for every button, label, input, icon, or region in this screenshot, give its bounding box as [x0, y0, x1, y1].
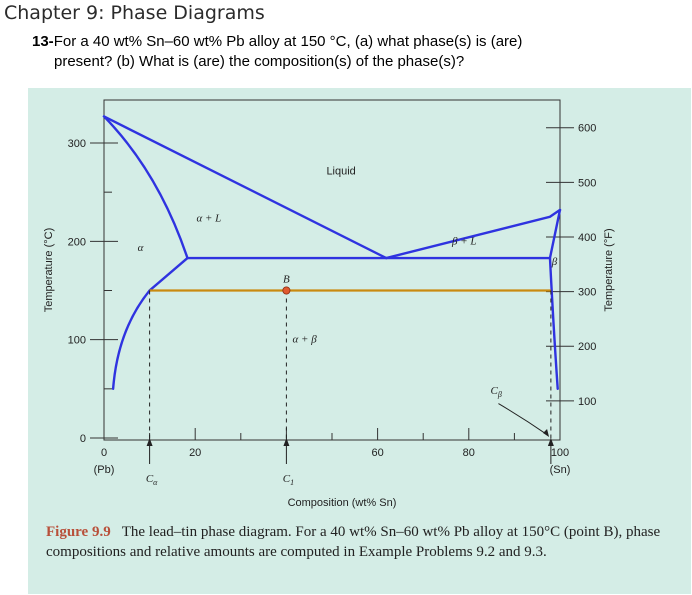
c-beta-pointer: [498, 403, 548, 436]
phase-line-solvus-alpha: [111, 256, 189, 391]
x-tick-label: 80: [463, 447, 475, 459]
x-end-label-sn: (Sn): [550, 464, 571, 476]
composition-arrow-head: [547, 438, 554, 446]
y-tick-label-left: 200: [68, 236, 86, 248]
y-tick-label-left: 300: [68, 138, 86, 150]
c-beta-pointer-head: [543, 429, 550, 438]
region-label: α + L: [196, 213, 221, 225]
figure-label: Figure 9.9: [46, 524, 111, 540]
y-tick-label-right: 100: [578, 396, 596, 408]
phase-line-liquidus-left: [102, 115, 388, 260]
composition-arrow-head: [146, 438, 153, 446]
y-axis-title-right: Temperature (°F): [603, 228, 615, 311]
y-tick-label-right: 300: [578, 287, 596, 299]
phase-line-solvus-beta: [548, 256, 559, 391]
figure-caption: Figure 9.9 The lead–tin phase diagram. F…: [46, 522, 682, 562]
y-tick-label-left: 100: [68, 335, 86, 347]
y-tick-label-right: 200: [578, 341, 596, 353]
y-axis-title-left: Temperature (°C): [43, 228, 55, 312]
phase-line-liquidus-right: [385, 208, 562, 260]
figure-background: [28, 88, 691, 594]
region-label: β: [551, 256, 558, 268]
chapter-title: Chapter 9: Phase Diagrams: [4, 2, 265, 24]
region-label: α + β: [293, 334, 318, 346]
phase-line-solidus-alpha: [102, 115, 189, 260]
x-tick-label: 20: [189, 447, 201, 459]
region-label-liquid: Liquid: [326, 165, 355, 177]
phase-line-solidus-beta: [548, 208, 562, 260]
x-tick-label: 100: [551, 447, 569, 459]
question-line-2: present? (b) What is (are) the compositi…: [54, 53, 465, 70]
x-axis-title: Composition (wt% Sn): [288, 497, 397, 509]
composition-arrow-head: [283, 438, 290, 446]
x-tick-label: 0: [101, 447, 107, 459]
y-tick-label-right: 400: [578, 232, 596, 244]
y-tick-label-right: 500: [578, 177, 596, 189]
question-text: 13-For a 40 wt% Sn–60 wt% Pb alloy at 15…: [32, 32, 682, 72]
question-number: 13-: [32, 33, 54, 50]
composition-label: Cα: [146, 473, 158, 487]
x-end-label-pb: (Pb): [94, 464, 115, 476]
region-label: β + L: [451, 235, 477, 247]
x-tick-label: 60: [371, 447, 383, 459]
point-b-marker: [282, 286, 291, 295]
region-label: α: [138, 242, 144, 254]
figure-caption-text: The lead–tin phase diagram. For a 40 wt%…: [46, 524, 661, 560]
y-tick-label-left: 0: [80, 433, 86, 445]
y-tick-label-right: 600: [578, 123, 596, 135]
point-b-label: B: [283, 274, 290, 286]
composition-label: C1: [283, 473, 294, 487]
region-label-c-beta: Cβ: [490, 385, 501, 399]
question-line-1: For a 40 wt% Sn–60 wt% Pb alloy at 150 °…: [53, 33, 523, 50]
